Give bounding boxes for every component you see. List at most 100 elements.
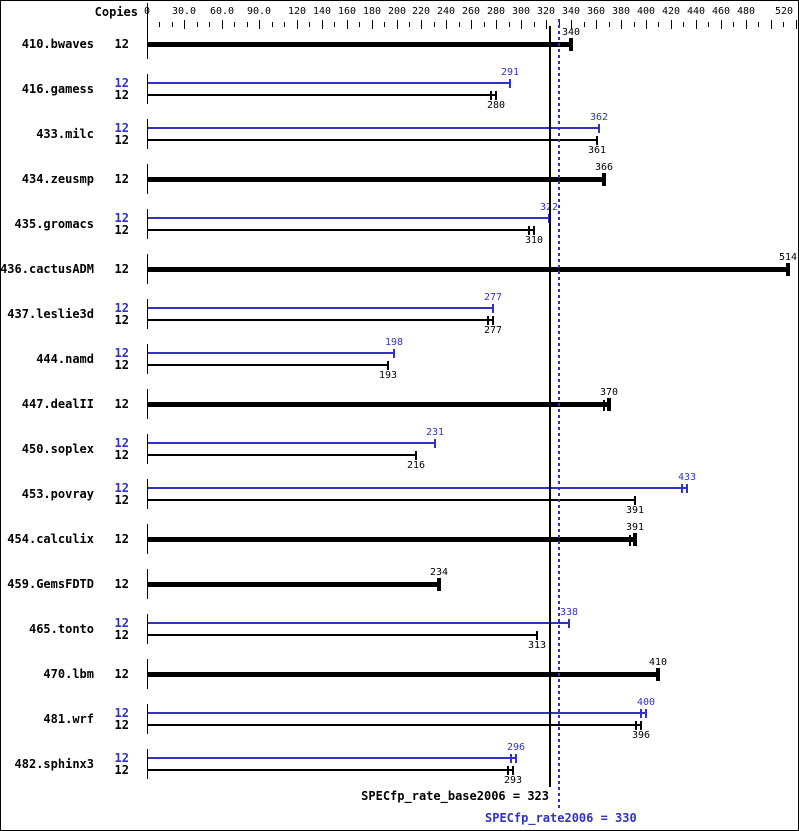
base-summary-label: SPECfp_rate_base2006 = 323	[361, 789, 549, 803]
row-axis-segment	[147, 614, 148, 644]
bar-end-cap	[492, 316, 494, 325]
base-value-label: 277	[483, 325, 503, 336]
base-bar	[148, 42, 571, 47]
axis-tick-label: 240	[436, 6, 456, 17]
bar-spread-tick	[528, 226, 530, 235]
base-value-label: 410	[648, 657, 668, 668]
copies-value: 12	[114, 346, 129, 360]
copies-value: 12	[114, 88, 129, 102]
peak-value-label: 362	[589, 112, 609, 123]
axis-minor-tick	[272, 22, 273, 27]
axis-tick-label: 180	[362, 6, 382, 17]
axis-major-tick	[222, 20, 223, 29]
axis-tick-label: 120	[287, 6, 307, 17]
axis-major-tick	[446, 20, 447, 29]
copies-value: 12	[114, 223, 129, 237]
base-bar	[148, 94, 496, 96]
base-value-label: 340	[561, 27, 581, 38]
bar-end-cap	[656, 668, 660, 681]
axis-tick-label: 140	[312, 6, 332, 17]
bar-end-cap	[512, 766, 514, 775]
copies-value: 12	[114, 667, 129, 681]
row-axis-segment	[147, 479, 148, 509]
axis-tick-label: 480	[736, 6, 756, 17]
copies-value: 12	[114, 436, 129, 450]
base-value-label: 293	[503, 775, 523, 786]
peak-bar	[148, 217, 549, 219]
axis-minor-tick	[247, 22, 248, 27]
axis-minor-tick	[609, 22, 610, 27]
copies-value: 12	[114, 718, 129, 732]
bar-end-cap	[509, 79, 511, 88]
row-axis-segment	[147, 434, 148, 464]
axis-major-tick	[322, 20, 323, 29]
row-axis-segment	[147, 344, 148, 374]
copies-value: 12	[114, 763, 129, 777]
bar-end-cap	[596, 136, 598, 145]
benchmark-name-label: 453.povray	[21, 487, 94, 501]
base-bar	[148, 582, 439, 587]
bar-end-cap	[633, 533, 637, 546]
bar-spread-tick	[487, 316, 489, 325]
bar-end-cap	[495, 91, 497, 100]
row-axis-segment	[147, 704, 148, 734]
axis-tick-label: 160	[337, 6, 357, 17]
axis-minor-tick	[334, 22, 335, 27]
peak-value-label: 198	[384, 337, 404, 348]
axis-minor-tick	[209, 22, 210, 27]
axis-tick-label: 460	[711, 6, 731, 17]
axis-tick-label: 0	[143, 6, 151, 17]
axis-minor-tick	[683, 22, 684, 27]
axis-tick-label: 520	[774, 6, 794, 17]
base-value-label: 280	[486, 100, 506, 111]
axis-header-segment	[147, 3, 148, 31]
base-value-label: 234	[429, 567, 449, 578]
bar-end-cap	[515, 754, 517, 763]
bar-end-cap	[786, 263, 790, 276]
axis-minor-tick	[783, 22, 784, 27]
axis-minor-tick	[733, 22, 734, 27]
axis-tick-label: 60.0	[209, 6, 235, 17]
base-bar	[148, 229, 534, 231]
benchmark-name-label: 447.dealII	[21, 397, 94, 411]
axis-major-tick	[771, 20, 772, 29]
row-axis-segment	[147, 299, 148, 329]
base-bar	[148, 724, 641, 726]
bar-spread-tick	[640, 709, 642, 718]
copies-value: 12	[114, 397, 129, 411]
axis-minor-tick	[309, 22, 310, 27]
axis-tick-label: 220	[411, 6, 431, 17]
base-value-label: 370	[599, 387, 619, 398]
bar-end-cap	[434, 439, 436, 448]
bar-spread-tick	[635, 721, 637, 730]
base-value-label: 514	[778, 252, 798, 263]
row-axis-segment	[147, 74, 148, 104]
axis-major-tick	[184, 20, 185, 29]
benchmark-name-label: 481.wrf	[43, 712, 94, 726]
benchmark-name-label: 416.gamess	[21, 82, 94, 96]
axis-minor-tick	[434, 22, 435, 27]
base-bar	[148, 634, 537, 636]
copies-value: 12	[114, 448, 129, 462]
row-axis-segment	[147, 749, 148, 779]
row-axis-segment	[147, 29, 148, 59]
axis-minor-tick	[509, 22, 510, 27]
peak-value-label: 291	[500, 67, 520, 78]
copies-value: 12	[114, 301, 129, 315]
axis-tick-label: 30.0	[171, 6, 197, 17]
axis-major-tick	[521, 20, 522, 29]
bar-end-cap	[415, 451, 417, 460]
copies-value: 12	[114, 121, 129, 135]
axis-tick-label: 420	[661, 6, 681, 17]
base-bar	[148, 454, 416, 456]
peak-value-label: 338	[559, 607, 579, 618]
axis-major-tick	[721, 20, 722, 29]
axis-minor-tick	[359, 22, 360, 27]
bar-end-cap	[437, 578, 441, 591]
copies-value: 12	[114, 262, 129, 276]
benchmark-name-label: 433.milc	[36, 127, 94, 141]
axis-major-tick	[796, 20, 797, 29]
peak-bar	[148, 712, 646, 714]
base-bar	[148, 267, 788, 272]
benchmark-name-label: 435.gromacs	[14, 217, 94, 231]
